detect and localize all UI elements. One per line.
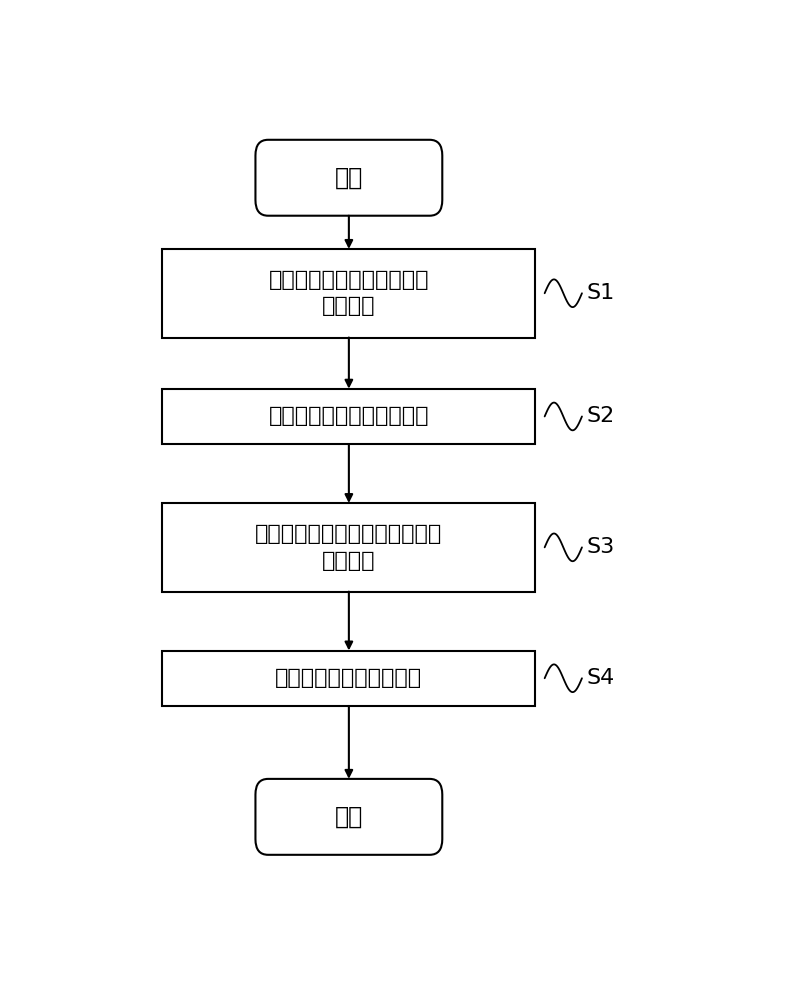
- Text: S3: S3: [586, 537, 614, 557]
- Bar: [163, 249, 536, 338]
- Bar: [163, 651, 536, 706]
- Text: 开始: 开始: [334, 166, 363, 190]
- Bar: [163, 503, 536, 592]
- Text: S2: S2: [586, 406, 614, 426]
- Text: 形成硅通孔，腐蚀分离基底: 形成硅通孔，腐蚀分离基底: [269, 406, 429, 426]
- Bar: [163, 389, 536, 444]
- Text: S4: S4: [586, 668, 614, 688]
- Text: 形成第一绝缘介质、扩散阻挡层
和籽晶层: 形成第一绝缘介质、扩散阻挡层 和籽晶层: [255, 524, 443, 571]
- Text: 结束: 结束: [334, 805, 363, 829]
- FancyBboxPatch shape: [256, 779, 442, 855]
- FancyBboxPatch shape: [256, 140, 442, 216]
- Text: 电镀铜以及形成接触凸点: 电镀铜以及形成接触凸点: [275, 668, 423, 688]
- Text: 通过注氧隔离和分子束外延
获得基底: 通过注氧隔离和分子束外延 获得基底: [269, 270, 429, 316]
- Text: S1: S1: [586, 283, 614, 303]
